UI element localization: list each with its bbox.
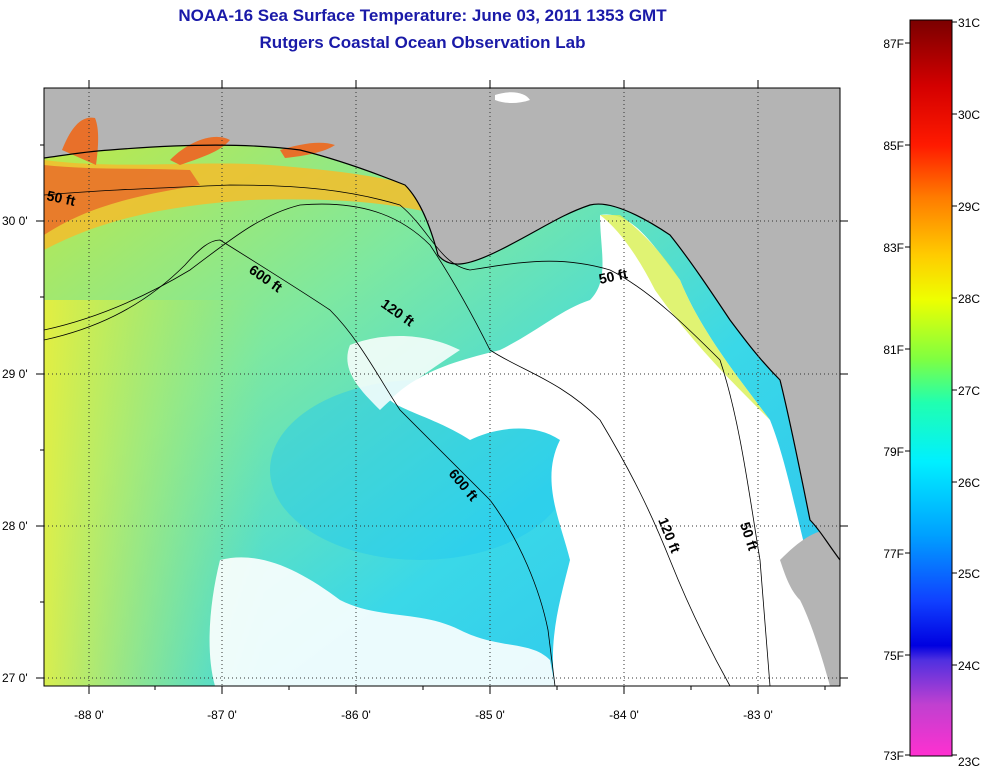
colorbar-fahrenheit-label: 85F (883, 139, 904, 153)
colorbar-celsius-label: 27C (958, 384, 980, 398)
lon-tick-label: -85 0' (475, 708, 505, 722)
colorbar-celsius-label: 31C (958, 16, 980, 30)
colorbar-ticks (905, 21, 957, 756)
axis-ticks (36, 80, 848, 694)
map-image (44, 88, 840, 686)
colorbar-celsius-label: 30C (958, 108, 980, 122)
lon-tick-label: -88 0' (74, 708, 104, 722)
colorbar-fahrenheit-label: 87F (883, 37, 904, 51)
colorbar-celsius-label: 28C (958, 292, 980, 306)
contour-120ft (44, 203, 731, 686)
lon-tick-label: -84 0' (609, 708, 639, 722)
colorbar-celsius-label: 26C (958, 476, 980, 490)
graticule (44, 88, 840, 686)
lat-tick-label: 28 0' (2, 519, 28, 533)
map-subtitle: Rutgers Coastal Ocean Observation Lab (259, 33, 586, 52)
lon-tick-label: -87 0' (207, 708, 237, 722)
contour-600ft (44, 239, 556, 686)
colorbar-fahrenheit-label: 81F (883, 343, 904, 357)
colorbar-fahrenheit-label: 83F (883, 241, 904, 255)
lon-tick-label: -86 0' (341, 708, 371, 722)
colorbar-celsius-label: 25C (958, 567, 980, 581)
lon-tick-label: -83 0' (743, 708, 773, 722)
colorbar-fahrenheit-label: 73F (883, 749, 904, 763)
colorbar-fahrenheit-label: 75F (883, 649, 904, 663)
cloud-region (390, 214, 840, 686)
colorbar-celsius-label: 29C (958, 200, 980, 214)
contour-50ft (44, 184, 771, 686)
lat-tick-label: 30 0' (2, 214, 28, 228)
lat-tick-label: 27 0' (2, 671, 28, 685)
land-area (44, 88, 840, 560)
coastline (44, 144, 840, 561)
contour-label: 50 ft (45, 187, 77, 209)
lat-tick-label: 29 0' (2, 367, 28, 381)
colorbar-fahrenheit-label: 77F (883, 547, 904, 561)
colorbar (909, 19, 953, 757)
contour-label: 50 ft (597, 265, 629, 287)
colorbar-celsius-label: 23C (958, 755, 980, 769)
map-frame (43, 87, 841, 687)
colorbar-fahrenheit-label: 79F (883, 445, 904, 459)
map-title: NOAA-16 Sea Surface Temperature: June 03… (178, 6, 667, 25)
colorbar-celsius-label: 24C (958, 659, 980, 673)
